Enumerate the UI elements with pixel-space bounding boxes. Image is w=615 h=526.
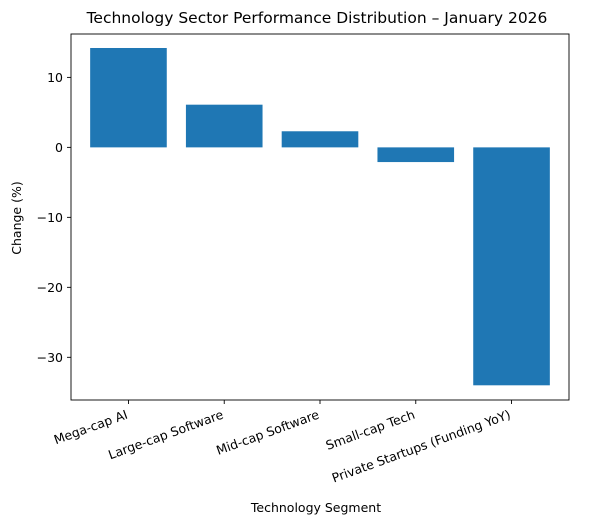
bars-group — [90, 47, 550, 386]
y-tick-label: −20 — [37, 280, 63, 295]
x-tick-label: Mega-cap AI — [52, 407, 130, 448]
bar-4 — [473, 147, 550, 386]
y-axis: 10 0 −10 −20 −30 — [37, 70, 71, 365]
x-axis-label: Technology Segment — [250, 500, 381, 515]
y-tick-label: 10 — [47, 70, 63, 85]
bar-3 — [377, 147, 455, 163]
y-tick-label: 0 — [55, 140, 63, 155]
bar-1 — [185, 104, 263, 148]
plot-frame — [70, 33, 570, 401]
x-tick-label: Mid-cap Software — [214, 407, 321, 458]
y-tick-label: −30 — [37, 350, 63, 365]
x-tick-label: Private Startups (Funding YoY) — [330, 407, 513, 486]
bar-0 — [90, 47, 167, 148]
chart-title: Technology Sector Performance Distributi… — [86, 9, 548, 27]
y-tick-label: −10 — [37, 210, 63, 225]
bar-2 — [281, 131, 359, 148]
y-axis-label: Change (%) — [9, 181, 24, 254]
